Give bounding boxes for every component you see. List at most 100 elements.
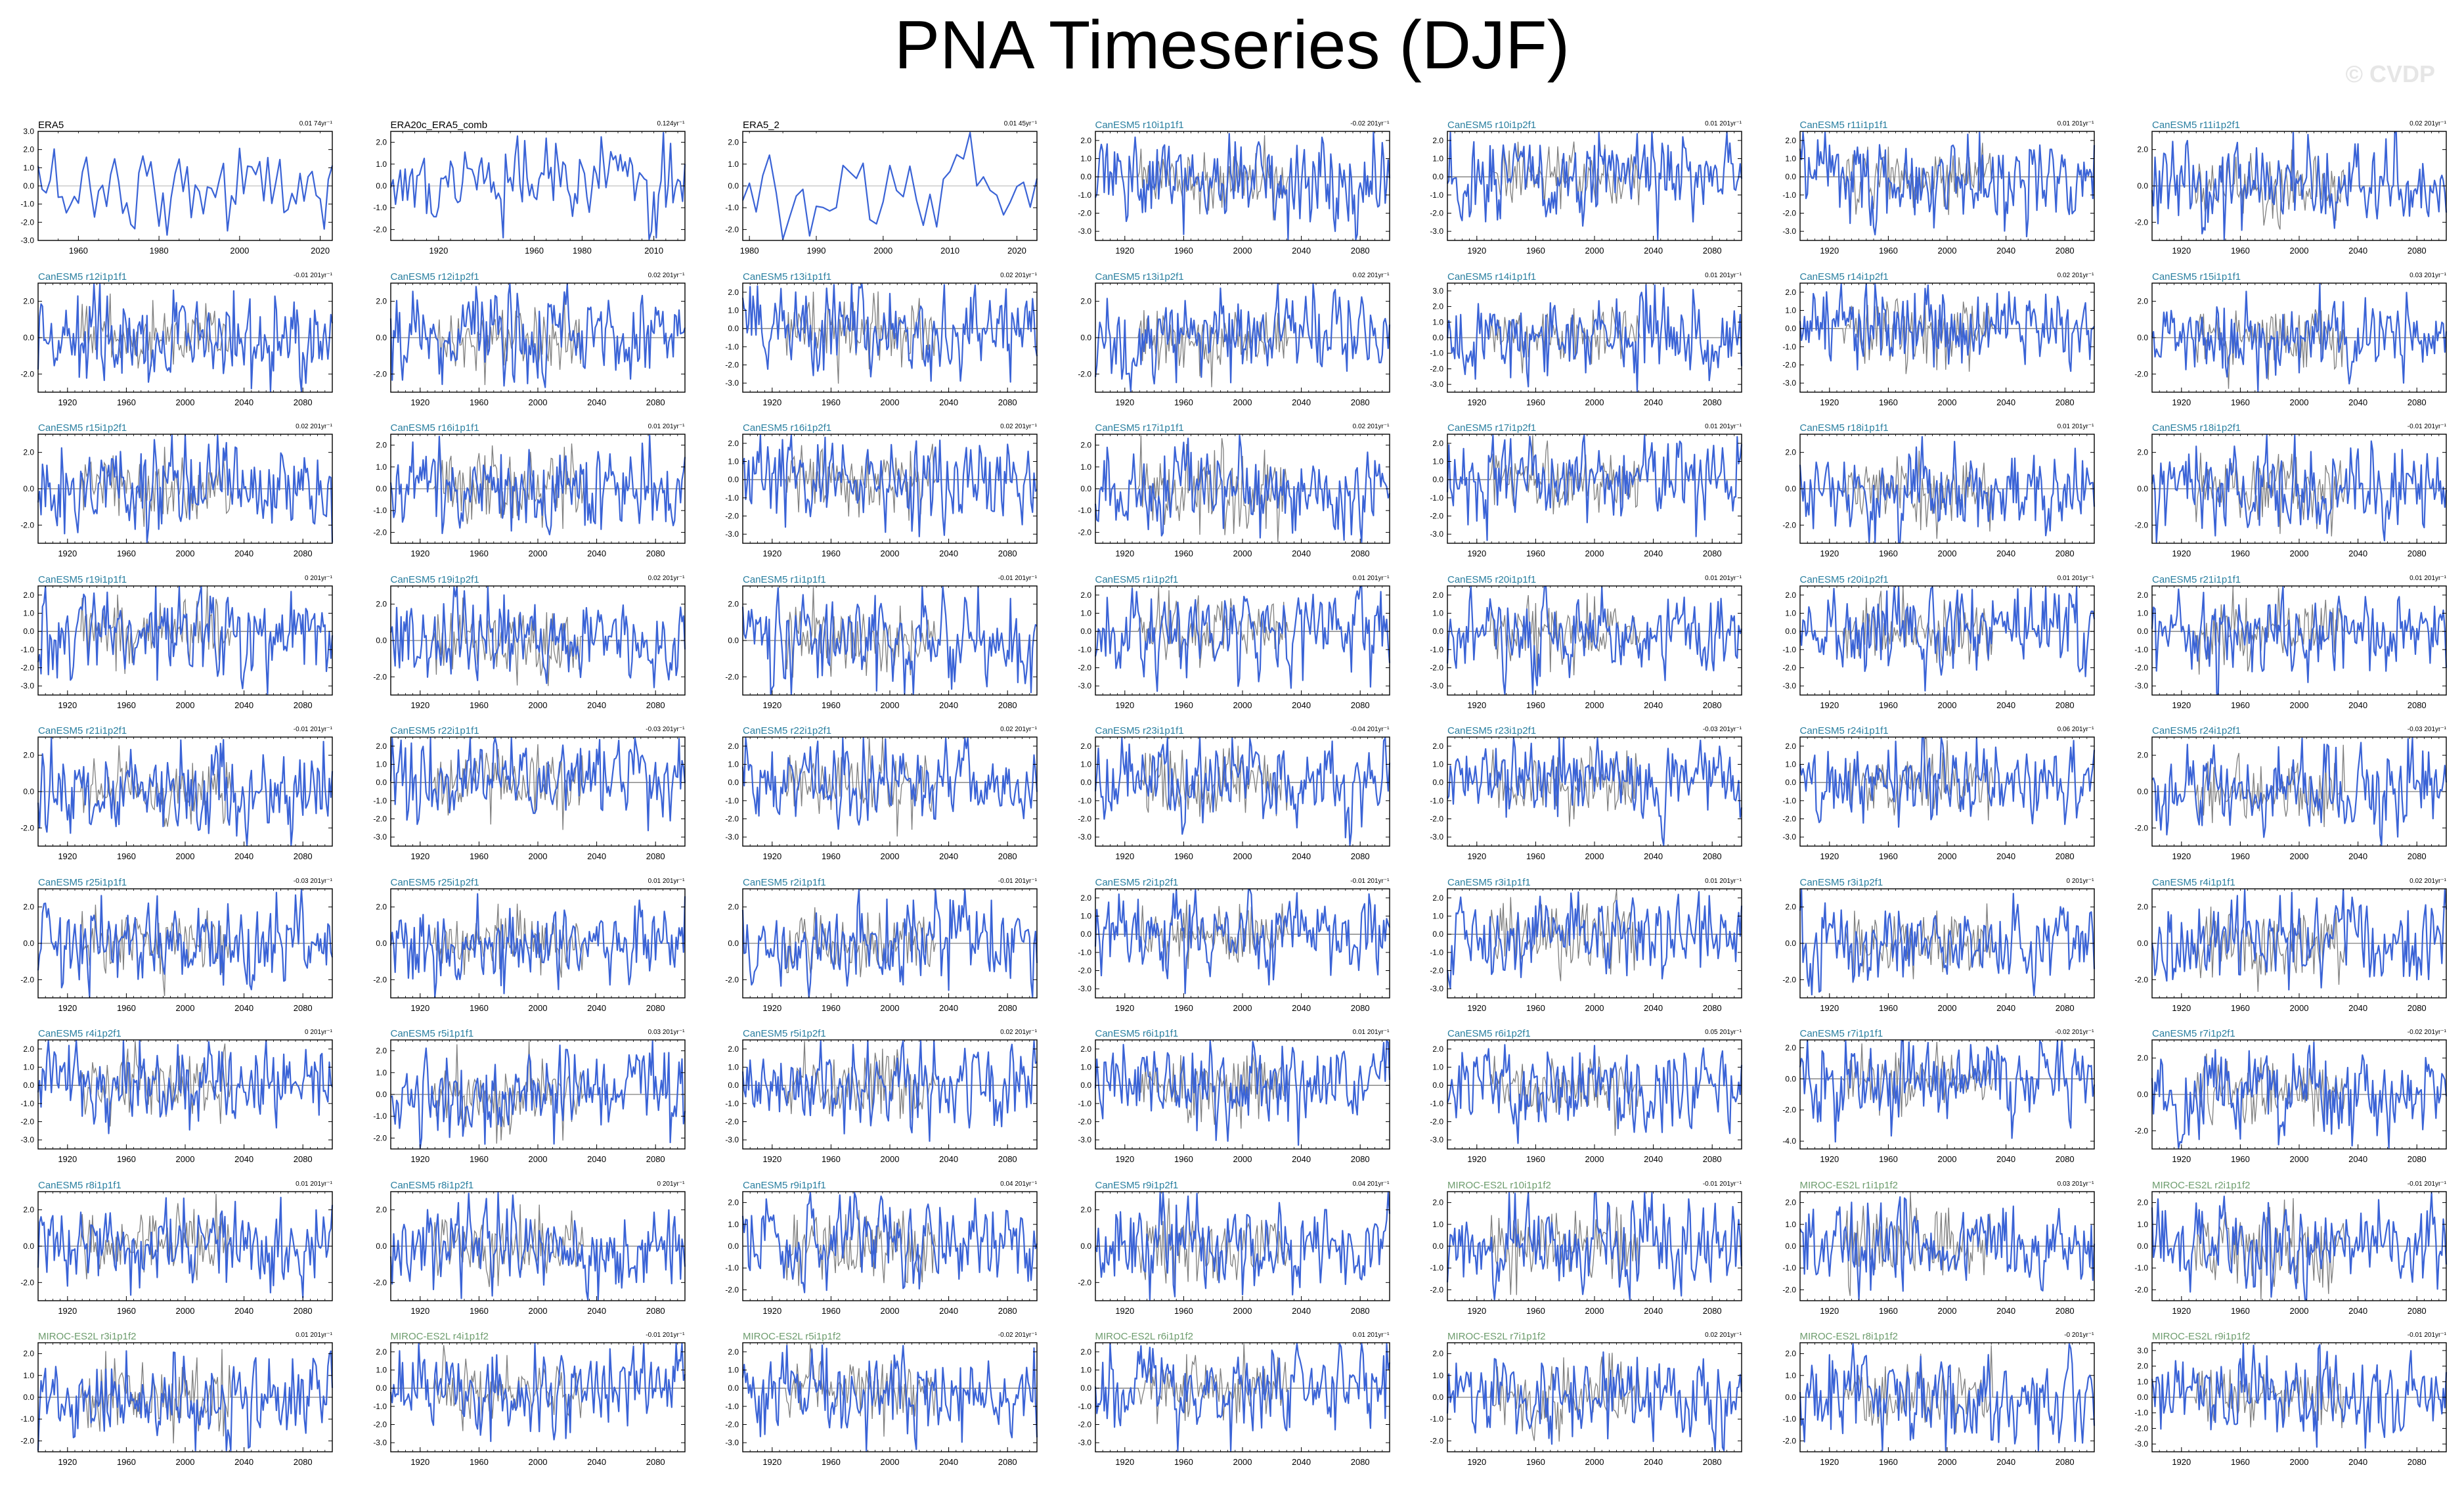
y-tick-label: -3.0 xyxy=(725,529,739,539)
x-tick-label: 1920 xyxy=(2172,1003,2191,1013)
x-tick-label: 2040 xyxy=(1996,1003,2015,1013)
x-tick-label: 2040 xyxy=(1292,1003,1311,1013)
x-tick-label: 2000 xyxy=(176,1003,195,1013)
x-tick-label: 2040 xyxy=(2348,549,2367,558)
timeseries-plot: 2.0 0.0 -2.0 1920 1960 2000 2040 2080 xyxy=(20,282,334,407)
x-tick-label: 2040 xyxy=(1996,700,2015,710)
y-tick-label: -2.0 xyxy=(725,975,739,984)
x-tick-label: 1920 xyxy=(1115,397,1134,407)
pna-series-line xyxy=(2151,737,2448,846)
x-tick-label: 1920 xyxy=(1467,549,1486,558)
y-tick-label: -2.0 xyxy=(373,815,387,824)
panel-title: CanESM5 r22i1p2f1 xyxy=(743,725,832,736)
y-tick-label: 2.0 xyxy=(1080,441,1091,450)
x-tick-label: 1960 xyxy=(1526,397,1545,407)
x-tick-label: 1920 xyxy=(1467,246,1486,256)
y-tick-label: -3.0 xyxy=(725,832,739,842)
x-tick-label: 2040 xyxy=(587,700,606,710)
trend-label: 0.01 201yr⁻¹ xyxy=(2057,120,2094,127)
x-tick-label: 1920 xyxy=(1115,246,1134,256)
timeseries-panel: CanESM5 r3i1p2f1 0 201yr⁻¹ 2.0 0.0 -2.0 1920 1… xyxy=(1772,877,2124,1028)
trend-label: 0.02 201yr⁻¹ xyxy=(1352,271,1390,279)
pna-series-line xyxy=(1799,131,2095,238)
panel-title: CanESM5 r4i1p2f1 xyxy=(38,1028,121,1039)
panel-title: CanESM5 r17i1p2f1 xyxy=(1447,422,1537,434)
ensemble-series-line xyxy=(1095,586,1390,668)
y-tick-label: 1.0 xyxy=(23,163,34,172)
timeseries-panel: CanESM5 r17i1p1f1 0.02 201yr⁻¹ 2.0 1.0 0.0 -1… xyxy=(1068,422,1420,573)
x-tick-label: 1920 xyxy=(1820,397,1839,407)
trend-label: 0.02 201yr⁻¹ xyxy=(1000,271,1037,279)
x-tick-label: 1920 xyxy=(2172,851,2191,861)
y-tick-label: 2.0 xyxy=(728,287,739,296)
x-tick-label: 1960 xyxy=(1174,700,1193,710)
y-tick-label: -2.0 xyxy=(1078,528,1091,537)
x-tick-label: 1960 xyxy=(822,397,841,407)
y-tick-label: 0.0 xyxy=(1080,333,1091,342)
panel-title: CanESM5 r4i1p1f1 xyxy=(2152,876,2235,888)
trend-label: -0.01 201yr⁻¹ xyxy=(293,271,332,279)
x-tick-label: 1960 xyxy=(1526,700,1545,710)
x-tick-label: 1920 xyxy=(1820,700,1839,710)
x-tick-label: 2080 xyxy=(2408,397,2427,407)
x-tick-label: 1920 xyxy=(58,397,77,407)
x-tick-label: 2040 xyxy=(234,700,253,710)
y-tick-label: -3.0 xyxy=(1782,227,1796,236)
y-tick-label: 2.0 xyxy=(1432,893,1443,902)
y-tick-label: 2.0 xyxy=(1432,742,1443,751)
y-tick-label: -2.0 xyxy=(1430,663,1443,672)
y-tick-label: 0.0 xyxy=(1080,172,1091,181)
pna-series-line xyxy=(1447,737,1743,846)
y-tick-label: -1.0 xyxy=(725,796,739,805)
trend-label: 0 201yr⁻¹ xyxy=(2066,877,2094,885)
x-tick-label: 2040 xyxy=(939,1003,958,1013)
y-tick-label: -1.0 xyxy=(373,796,387,805)
x-tick-label: 2000 xyxy=(1585,246,1604,256)
y-tick-label: 1.0 xyxy=(2137,608,2148,618)
timeseries-panel: CanESM5 r2i1p2f1 -0.01 201yr⁻¹ 2.0 1.0 0.0 -1… xyxy=(1068,877,1420,1028)
x-tick-label: 1980 xyxy=(150,246,169,256)
y-tick-label: -2.0 xyxy=(2134,217,2148,227)
timeseries-panel: CanESM5 r2i1p1f1 -0.01 201yr⁻¹ 2.0 0.0 -2.0 1… xyxy=(715,877,1067,1028)
x-tick-label: 2000 xyxy=(176,549,195,558)
x-tick-label: 1960 xyxy=(69,246,88,256)
x-tick-label: 1920 xyxy=(1467,851,1486,861)
x-tick-label: 2080 xyxy=(646,1154,665,1164)
timeseries-plot: 2.0 0.0 -2.0 1920 1960 2000 2040 2080 xyxy=(725,585,1038,710)
x-tick-label: 1920 xyxy=(762,1003,781,1013)
trend-label: 0.02 201yr⁻¹ xyxy=(2057,271,2094,279)
y-tick-label: -2.0 xyxy=(20,823,34,832)
timeseries-plot: 2.0 0.0 -2.0 1920 1960 2000 2040 2080 xyxy=(20,736,334,861)
timeseries-plot: 2.0 0.0 -2.0 1920 1960 2000 2040 2080 xyxy=(1782,887,2095,1013)
x-tick-label: 1960 xyxy=(117,1003,136,1013)
timeseries-panel: CanESM5 r19i1p2f1 0.02 201yr⁻¹ 2.0 0.0 -2.0 1… xyxy=(363,574,715,725)
y-tick-label: 2.0 xyxy=(23,590,34,599)
pna-series-line xyxy=(2151,131,2448,240)
x-tick-label: 2020 xyxy=(311,246,330,256)
x-tick-label: 2040 xyxy=(1292,246,1311,256)
panel-title: CanESM5 r10i1p1f1 xyxy=(1095,120,1184,131)
panel-title: ERA5 xyxy=(38,120,64,131)
x-tick-label: 1920 xyxy=(58,700,77,710)
trend-label: 0.01 201yr⁻¹ xyxy=(2057,423,2094,430)
x-tick-label: 2040 xyxy=(1292,549,1311,558)
ensemble-series-line xyxy=(390,1041,685,1144)
panel-title: CanESM5 r5i1p1f1 xyxy=(390,1028,474,1039)
timeseries-panel: CanESM5 r14i1p2f1 0.02 201yr⁻¹ 2.0 1.0 0.0 -1… xyxy=(1772,271,2124,422)
x-tick-label: 1960 xyxy=(822,851,841,861)
timeseries-panel: CanESM5 r14i1p1f1 0.01 201yr⁻¹ 3.0 2.0 1.0 0.… xyxy=(1420,271,1772,422)
y-tick-label: 0.0 xyxy=(2137,333,2148,342)
y-tick-label: -2.0 xyxy=(725,512,739,521)
x-tick-label: 2040 xyxy=(1644,700,1663,710)
pna-series-line xyxy=(2151,585,2448,695)
x-tick-label: 2040 xyxy=(2348,1003,2367,1013)
trend-label: 0.01 201yr⁻¹ xyxy=(1705,271,1742,279)
y-tick-label: -3.0 xyxy=(2134,681,2148,690)
y-tick-label: 1.0 xyxy=(1080,911,1091,920)
x-tick-label: 2000 xyxy=(881,397,900,407)
y-tick-label: 0.0 xyxy=(1080,778,1091,787)
